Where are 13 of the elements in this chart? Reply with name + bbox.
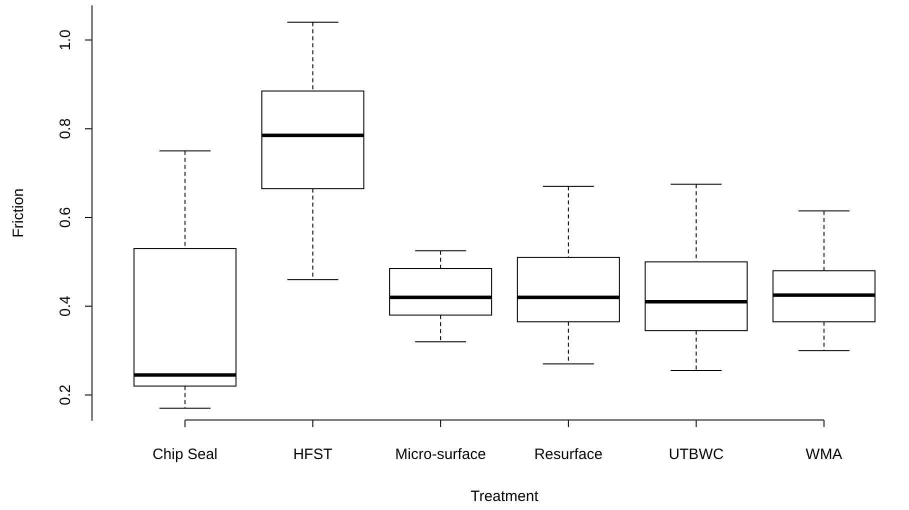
- y-axis-title: Friction: [10, 188, 27, 238]
- x-tick-label: UTBWC: [668, 446, 724, 463]
- y-tick-label: 0.2: [56, 384, 74, 406]
- x-tick-label: Micro-surface: [395, 446, 486, 463]
- x-tick-label: WMA: [806, 446, 842, 463]
- y-tick-label: 0.4: [56, 296, 74, 317]
- x-tick-label: HFST: [293, 446, 332, 463]
- x-tick-label: Resurface: [534, 446, 603, 463]
- y-tick-label: 0.8: [56, 118, 74, 140]
- y-tick-label: 0.6: [56, 207, 74, 228]
- y-tick-label: 1.0: [56, 30, 74, 50]
- x-axis-title: Treatment: [470, 488, 540, 505]
- x-tick-label: Chip Seal: [152, 446, 218, 463]
